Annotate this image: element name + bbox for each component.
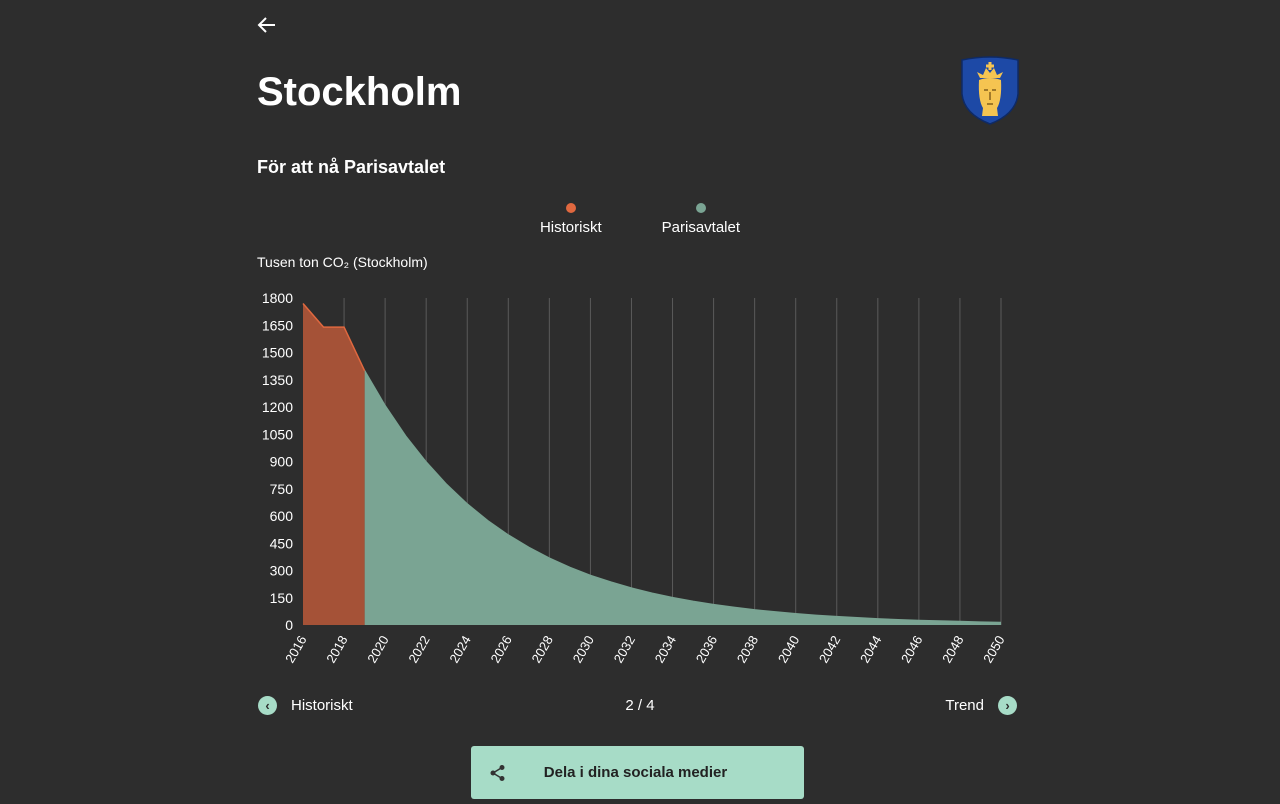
page-indicator: 2 / 4 <box>625 697 655 714</box>
prev-button[interactable]: ‹ Historiskt <box>258 696 353 715</box>
legend-label: Historiskt <box>539 219 602 236</box>
x-tick-label: 2038 <box>734 633 761 666</box>
x-tick-label: 2042 <box>816 633 843 666</box>
share-icon <box>490 764 505 781</box>
y-tick-label: 1500 <box>262 345 293 361</box>
y-tick-label: 0 <box>285 617 293 633</box>
line-parisavtalet <box>363 370 1002 624</box>
y-tick-label: 1200 <box>262 399 293 415</box>
y-tick-label: 1350 <box>262 372 293 388</box>
share-button[interactable]: Dela i dina sociala medier <box>471 746 804 799</box>
y-axis-label: Tusen ton CO₂ (Stockholm) <box>257 254 428 270</box>
next-button[interactable]: Trend › <box>945 696 1017 715</box>
legend-item-parisavtalet[interactable]: Parisavtalet <box>662 203 740 236</box>
area-parisavtalet <box>364 370 1001 625</box>
x-tick-label: 2048 <box>939 633 966 666</box>
x-tick-label: 2046 <box>898 633 925 666</box>
legend-item-historiskt[interactable]: Historiskt <box>540 203 602 236</box>
x-tick-label: 2034 <box>652 633 679 666</box>
share-label: Dela i dina sociala medier <box>543 764 728 781</box>
stockholm-crest-icon <box>961 56 1019 125</box>
y-tick-label: 1050 <box>262 426 293 442</box>
x-tick-label: 2030 <box>570 633 597 666</box>
x-tick-label: 2016 <box>282 633 309 666</box>
x-tick-label: 2018 <box>323 633 350 666</box>
line-historiskt <box>302 302 366 371</box>
prev-label: Historiskt <box>291 697 353 714</box>
chevron-right-icon: › <box>998 696 1017 715</box>
y-tick-label: 750 <box>270 481 294 497</box>
x-tick-label: 2036 <box>693 633 720 666</box>
x-tick-label: 2020 <box>364 633 391 666</box>
y-tick-label: 1650 <box>262 317 293 333</box>
legend-label: Parisavtalet <box>661 219 741 236</box>
arrow-left-icon <box>257 17 275 33</box>
x-tick-label: 2032 <box>611 633 638 666</box>
y-tick-label: 300 <box>270 563 294 579</box>
page-title: Stockholm <box>257 70 462 114</box>
y-tick-label: 150 <box>270 590 294 606</box>
y-tick-label: 1800 <box>262 290 293 306</box>
x-tick-label: 2050 <box>980 633 1007 666</box>
chevron-left-icon: ‹ <box>258 696 277 715</box>
y-tick-label: 450 <box>270 535 294 551</box>
legend-dot-historiskt <box>565 203 576 213</box>
area-historiskt <box>303 303 365 625</box>
back-button[interactable] <box>256 14 278 36</box>
x-tick-label: 2024 <box>446 633 473 666</box>
y-tick-label: 600 <box>270 508 294 524</box>
x-tick-label: 2022 <box>405 633 432 666</box>
x-tick-label: 2040 <box>775 633 802 666</box>
chart-legend: Historiskt Parisavtalet <box>0 203 1280 236</box>
x-tick-label: 2044 <box>857 633 884 666</box>
x-tick-label: 2026 <box>487 633 514 666</box>
section-title: För att nå Parisavtalet <box>257 157 446 177</box>
legend-dot-parisavtalet <box>695 203 706 213</box>
next-label: Trend <box>945 697 984 714</box>
coat-of-arms-logo <box>960 56 1020 131</box>
y-tick-label: 900 <box>270 454 294 470</box>
x-tick-label: 2028 <box>528 633 555 666</box>
